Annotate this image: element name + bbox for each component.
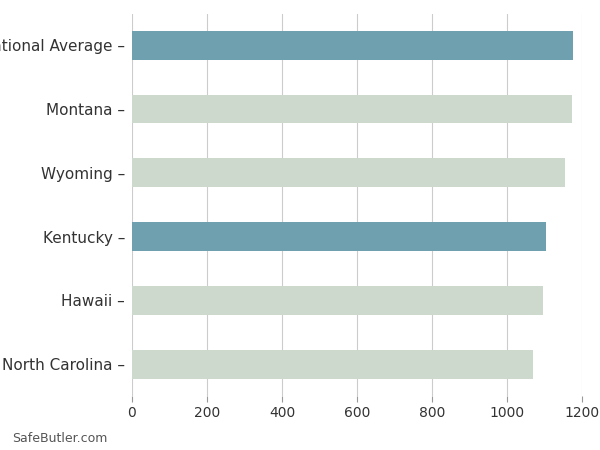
Bar xyxy=(132,158,565,187)
Bar xyxy=(132,350,533,378)
Text: SafeButler.com: SafeButler.com xyxy=(12,432,107,446)
Bar xyxy=(132,31,573,59)
Bar xyxy=(132,94,572,123)
Bar xyxy=(132,286,543,315)
Bar xyxy=(132,222,545,251)
